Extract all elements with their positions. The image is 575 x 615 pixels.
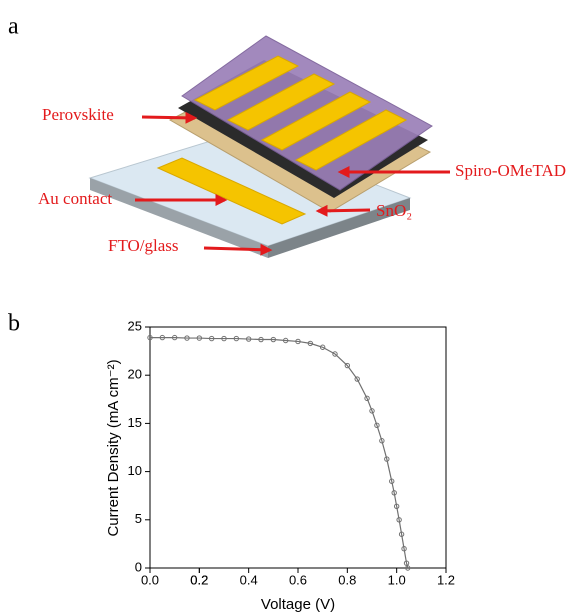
data-point: [384, 456, 390, 462]
y-axis-title: Current Density (mA cm⁻²): [105, 359, 122, 536]
layer-label: FTO/glass: [108, 236, 179, 255]
au-stripe: [226, 73, 336, 131]
x-tick-label: 0.6: [289, 572, 307, 587]
device-diagram: a Perovskite Spiro-OMeTAD Au contact SnO…: [8, 14, 566, 258]
jv-curve: [150, 337, 409, 569]
au-contact: [156, 157, 307, 225]
data-point: [307, 340, 314, 347]
data-point: [405, 565, 411, 571]
au-stripe: [193, 55, 300, 111]
arrow: [315, 204, 371, 217]
data-point: [398, 531, 405, 537]
arrow: [203, 243, 273, 256]
data-point: [403, 560, 410, 566]
au-stripe: [294, 109, 408, 171]
data-point: [270, 336, 277, 343]
data-point: [221, 335, 227, 342]
data-point: [364, 395, 370, 402]
y-tick-label: 5: [135, 511, 142, 526]
x-axis-title: Voltage (V): [261, 596, 335, 613]
x-tick-label: 0.2: [190, 572, 208, 587]
au-stripe: [260, 91, 372, 151]
data-point: [196, 335, 203, 341]
data-point: [344, 362, 351, 369]
layer-label: SnO₂: [376, 201, 412, 220]
data-point: [295, 338, 301, 345]
y-tick-label: 10: [128, 463, 142, 478]
data-point: [171, 334, 178, 341]
arrow: [141, 111, 198, 124]
jv-chart: b Voltage (V) Current Density (mA cm⁻²) …: [8, 311, 455, 613]
data-point: [391, 490, 397, 496]
x-tick-label: 0.2: [190, 572, 208, 587]
layer-label: Spiro-OMeTAD: [455, 161, 566, 180]
data-point: [233, 335, 240, 342]
data-point: [354, 376, 360, 382]
x-tick-label: 0.8: [338, 572, 356, 587]
data-point: [245, 336, 252, 342]
data-point: [282, 337, 289, 344]
layer-label: Perovskite: [42, 105, 114, 124]
y-tick-label: 20: [128, 367, 142, 382]
y-tick-label: 25: [128, 318, 142, 333]
glass-side: [268, 198, 410, 258]
data-point: [401, 546, 407, 552]
glass-side: [90, 178, 268, 258]
data-point: [389, 478, 395, 484]
data-point: [396, 517, 402, 523]
x-tick-label: 0.0: [141, 572, 159, 587]
panel-label: a: [8, 14, 19, 40]
panel-label: b: [8, 311, 20, 337]
data-point: [379, 438, 385, 444]
data-point: [258, 336, 264, 343]
layer-label: Au contact: [38, 189, 112, 208]
x-tick-label: 0.4: [240, 572, 258, 587]
x-tick-label: 1.2: [437, 572, 455, 587]
data-point: [208, 335, 215, 342]
data-point: [374, 422, 380, 429]
data-point: [184, 335, 190, 341]
data-point: [159, 334, 166, 341]
data-point: [393, 503, 400, 510]
data-point: [147, 334, 153, 341]
data-point: [332, 351, 338, 357]
data-point: [319, 344, 326, 350]
y-tick-label: 15: [128, 415, 142, 430]
y-tick-label: 0: [135, 559, 142, 574]
data-point: [369, 408, 375, 414]
x-tick-label: 1.0: [388, 572, 406, 587]
